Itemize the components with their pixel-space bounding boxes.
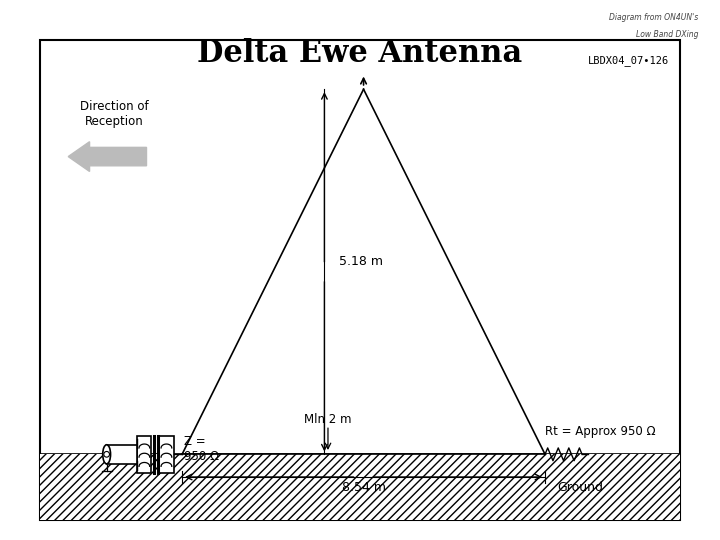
Text: Rt = Approx 950 Ω: Rt = Approx 950 Ω bbox=[545, 425, 656, 438]
Text: 5.18 m: 5.18 m bbox=[338, 255, 382, 268]
Text: Low Band DXing: Low Band DXing bbox=[636, 30, 698, 39]
Text: Ground: Ground bbox=[557, 481, 603, 494]
Text: Diagram from ON4UN's: Diagram from ON4UN's bbox=[609, 14, 698, 23]
Bar bbox=[158, 436, 174, 472]
Text: 8.54 m: 8.54 m bbox=[341, 481, 385, 494]
FancyArrow shape bbox=[68, 141, 146, 172]
Text: Delta Ewe Antenna: Delta Ewe Antenna bbox=[197, 38, 523, 70]
Bar bbox=[40, 454, 680, 520]
Text: LBDX04_07•126: LBDX04_07•126 bbox=[588, 55, 670, 66]
Text: Mln 2 m: Mln 2 m bbox=[305, 413, 352, 426]
Circle shape bbox=[104, 451, 109, 457]
Ellipse shape bbox=[103, 445, 111, 464]
Text: Direction of
Reception: Direction of Reception bbox=[80, 100, 149, 128]
Text: Z =
950 Ω: Z = 950 Ω bbox=[184, 435, 219, 463]
Bar bbox=[137, 436, 151, 472]
Bar bbox=[107, 445, 137, 464]
